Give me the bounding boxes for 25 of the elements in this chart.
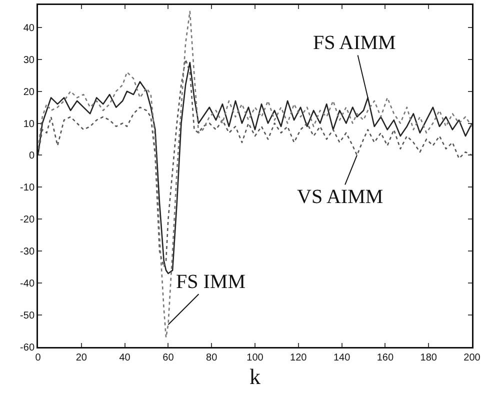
- annotation: FS AIMM: [313, 32, 396, 54]
- y-tick-label: -60: [20, 342, 35, 354]
- x-tick-label: 40: [119, 352, 131, 364]
- y-tick-label: 40: [23, 22, 35, 34]
- x-tick-label: 20: [76, 352, 88, 364]
- y-tick-label: -10: [20, 182, 35, 194]
- annotation: FS IMM: [176, 271, 246, 293]
- annotation: VS AIMM: [297, 186, 384, 208]
- x-tick-label: 200: [464, 352, 481, 364]
- y-tick-label: -40: [20, 278, 35, 290]
- x-tick-label: 140: [333, 352, 351, 364]
- x-tick-label: 120: [290, 352, 308, 364]
- y-tick-label: -50: [20, 310, 35, 322]
- y-tick-label: 20: [23, 86, 35, 98]
- x-tick-label: 160: [376, 352, 394, 364]
- y-tick-label: 30: [23, 54, 35, 66]
- x-tick-label: 100: [246, 352, 264, 364]
- x-tick-label: 80: [206, 352, 218, 364]
- x-tick-label: 180: [420, 352, 438, 364]
- y-tick-label: -20: [20, 214, 35, 226]
- y-tick-label: 0: [28, 150, 35, 162]
- x-tick-label: 60: [162, 352, 174, 364]
- y-tick-label: -30: [20, 246, 35, 258]
- x-axis-title: k: [250, 364, 260, 390]
- y-tick-label: 10: [23, 118, 35, 130]
